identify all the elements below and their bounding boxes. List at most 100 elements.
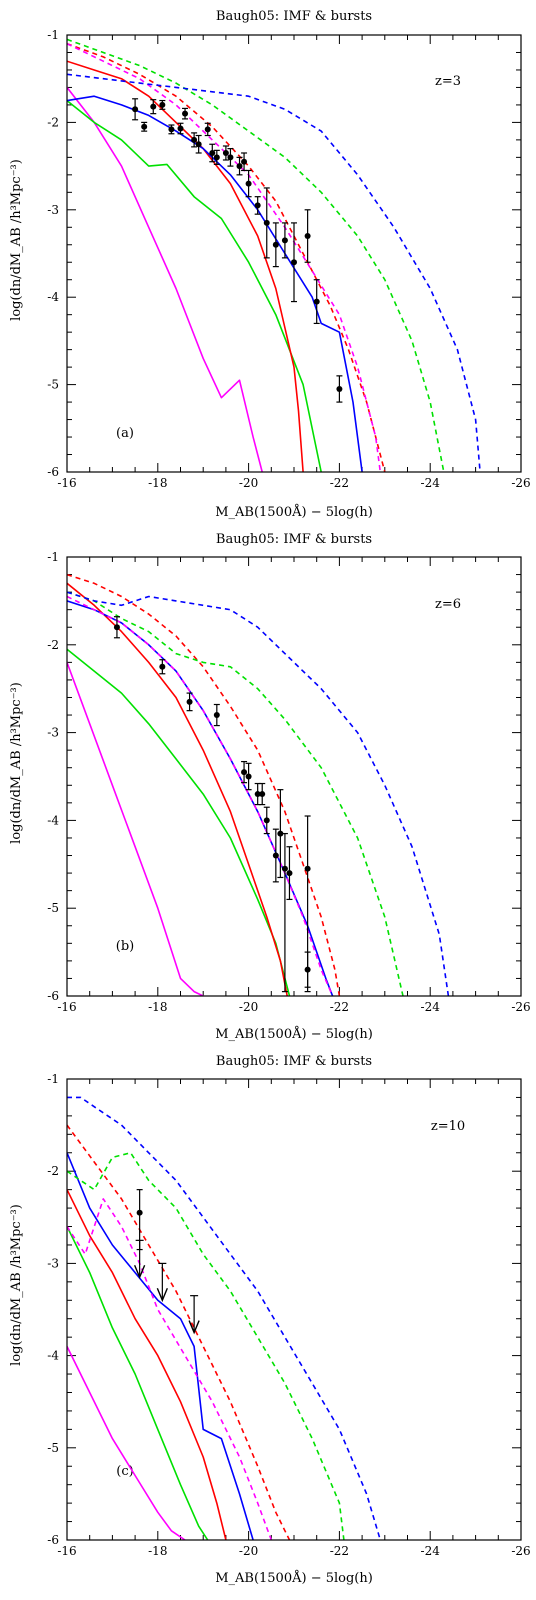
- data-point: [281, 832, 288, 993]
- point-marker: [304, 966, 311, 973]
- point-marker: [272, 852, 279, 859]
- x-axis-label: M_AB(1500Å) − 5log(h): [215, 1570, 373, 1586]
- data-point: [195, 134, 202, 154]
- x-tick-label: -18: [148, 1000, 167, 1014]
- point-marker: [132, 106, 139, 113]
- point-marker: [263, 817, 270, 824]
- arrow-head: [133, 1264, 146, 1280]
- data-point: [245, 169, 252, 198]
- point-marker: [113, 624, 120, 631]
- blue-solid-curve: [67, 1152, 254, 1540]
- y-tick-label: -1: [47, 550, 59, 564]
- red-dashed-curve: [67, 1124, 291, 1540]
- axis-ticks: [66, 556, 522, 997]
- point-marker: [213, 154, 220, 161]
- x-tick-label: -20: [239, 476, 258, 490]
- y-tick-label: -2: [47, 1164, 59, 1178]
- redshift-label: z=10: [431, 1119, 465, 1134]
- data-point: [177, 122, 184, 135]
- point-marker: [291, 259, 297, 266]
- data-point: [141, 121, 148, 132]
- data-point: [222, 145, 229, 161]
- y-axis-label: log(dn/dM_AB /h³Mpc⁻³): [9, 682, 24, 844]
- magenta-dashed-curve: [67, 595, 334, 996]
- red-solid-curve: [67, 60, 304, 472]
- point-marker: [159, 663, 166, 670]
- blue-solid-curve: [67, 600, 334, 996]
- point-marker: [259, 791, 266, 798]
- arrow-head: [188, 1320, 200, 1335]
- point-marker: [222, 149, 229, 156]
- magenta-dashed-curve: [67, 1198, 273, 1540]
- y-tick-label: -4: [47, 290, 59, 304]
- upper-limit-arrow: [133, 1239, 146, 1280]
- point-marker: [227, 154, 234, 161]
- point-marker: [186, 698, 193, 705]
- x-tick-label: -18: [148, 476, 167, 490]
- data-point: [159, 659, 166, 675]
- data-point: [259, 782, 266, 806]
- data-point: [182, 107, 189, 120]
- redshift-label: z=3: [435, 74, 461, 89]
- point-marker: [150, 103, 157, 110]
- panel-label: (c): [116, 1464, 133, 1479]
- axis-ticks: [66, 34, 522, 473]
- data-point: [254, 196, 261, 215]
- data-point: [281, 222, 288, 259]
- point-marker: [313, 298, 320, 305]
- panel-label: (a): [116, 426, 134, 441]
- point-marker: [241, 158, 248, 165]
- data-point: [132, 98, 139, 121]
- green-solid-curve: [67, 99, 322, 472]
- y-tick-label: -2: [47, 115, 59, 129]
- data-point: [159, 99, 166, 110]
- model-curves: [67, 38, 481, 472]
- x-tick-label: -20: [239, 1000, 258, 1014]
- magenta-solid-curve: [67, 86, 263, 472]
- y-tick-label: -3: [47, 1256, 59, 1270]
- point-marker: [159, 101, 166, 108]
- data-point: [191, 132, 198, 148]
- data-point: [241, 760, 248, 784]
- point-marker: [272, 241, 279, 248]
- data-point: [168, 124, 175, 135]
- plot-frame: [66, 1078, 522, 1541]
- panel-title: Baugh05: IMF & bursts: [216, 532, 372, 547]
- y-tick-label: -1: [47, 1072, 59, 1086]
- upper-limit-arrow: [156, 1262, 168, 1303]
- y-tick-label: -4: [47, 1349, 59, 1363]
- upper-limit-arrow: [188, 1295, 200, 1335]
- x-tick-label: -26: [511, 476, 530, 490]
- point-marker: [286, 870, 293, 877]
- point-marker: [336, 385, 343, 392]
- y-tick-label: -1: [47, 28, 59, 42]
- magenta-dashed-curve: [67, 42, 382, 472]
- green-solid-curve: [67, 648, 291, 996]
- point-marker: [304, 865, 311, 872]
- data-point: [272, 828, 279, 883]
- y-tick-label: -6: [47, 989, 59, 1003]
- axis-ticks: [66, 1078, 522, 1541]
- data-point: [236, 156, 243, 176]
- y-tick-label: -3: [47, 726, 59, 740]
- blue-dashed-curve: [67, 1096, 382, 1540]
- data-point: [272, 222, 279, 268]
- x-tick-label: -22: [330, 1000, 349, 1014]
- blue-solid-curve: [67, 95, 363, 472]
- point-marker: [141, 123, 148, 130]
- magenta-solid-curve: [67, 662, 204, 996]
- point-marker: [254, 202, 261, 209]
- data-point: [227, 148, 234, 167]
- panel-title: Baugh05: IMF & bursts: [216, 1054, 372, 1069]
- x-tick-label: -24: [421, 1544, 441, 1558]
- redshift-label: z=6: [435, 597, 461, 612]
- data-point: [213, 703, 220, 727]
- data-point: [304, 951, 311, 988]
- panel-z10: Baugh05: IMF & bursts z=10 (c) M_AB(1500…: [9, 1054, 531, 1586]
- plot-frame: [66, 556, 522, 997]
- point-marker: [241, 769, 248, 776]
- green-dashed-curve: [67, 1152, 345, 1540]
- y-axis-label: log(dn/dM_AB /h³Mpc⁻³): [9, 159, 24, 321]
- point-marker: [136, 1209, 143, 1216]
